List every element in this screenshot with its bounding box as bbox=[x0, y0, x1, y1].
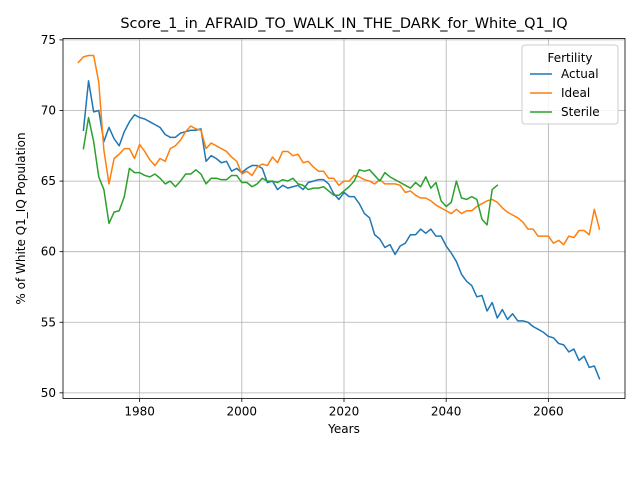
x-tick-label: 1980 bbox=[124, 405, 155, 419]
x-tick-label: 2040 bbox=[431, 405, 462, 419]
legend-label-actual: Actual bbox=[561, 67, 599, 81]
y-tick-label: 55 bbox=[41, 315, 56, 329]
y-tick-label: 70 bbox=[41, 104, 56, 118]
y-tick-label: 60 bbox=[41, 245, 56, 259]
legend-label-ideal: Ideal bbox=[561, 86, 590, 100]
x-tick-label: 2020 bbox=[329, 405, 360, 419]
x-axis-title: Years bbox=[327, 422, 360, 436]
legend: Fertility Actual Ideal Sterile bbox=[522, 45, 618, 124]
y-tick-label: 65 bbox=[41, 174, 56, 188]
legend-title: Fertility bbox=[547, 51, 592, 65]
x-tick-label: 2000 bbox=[227, 405, 258, 419]
y-tick-label: 75 bbox=[41, 33, 56, 47]
x-tick-label: 2060 bbox=[533, 405, 564, 419]
y-tick-label: 50 bbox=[41, 386, 56, 400]
y-axis-title: % of White Q1_IQ Population bbox=[14, 132, 28, 304]
chart-title: Score_1_in_AFRAID_TO_WALK_IN_THE_DARK_fo… bbox=[120, 16, 567, 32]
legend-label-sterile: Sterile bbox=[561, 105, 600, 119]
